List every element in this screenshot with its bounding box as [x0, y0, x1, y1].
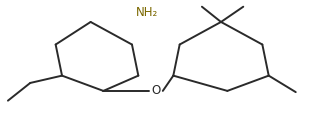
Text: NH₂: NH₂: [136, 6, 158, 19]
Text: O: O: [151, 84, 161, 97]
